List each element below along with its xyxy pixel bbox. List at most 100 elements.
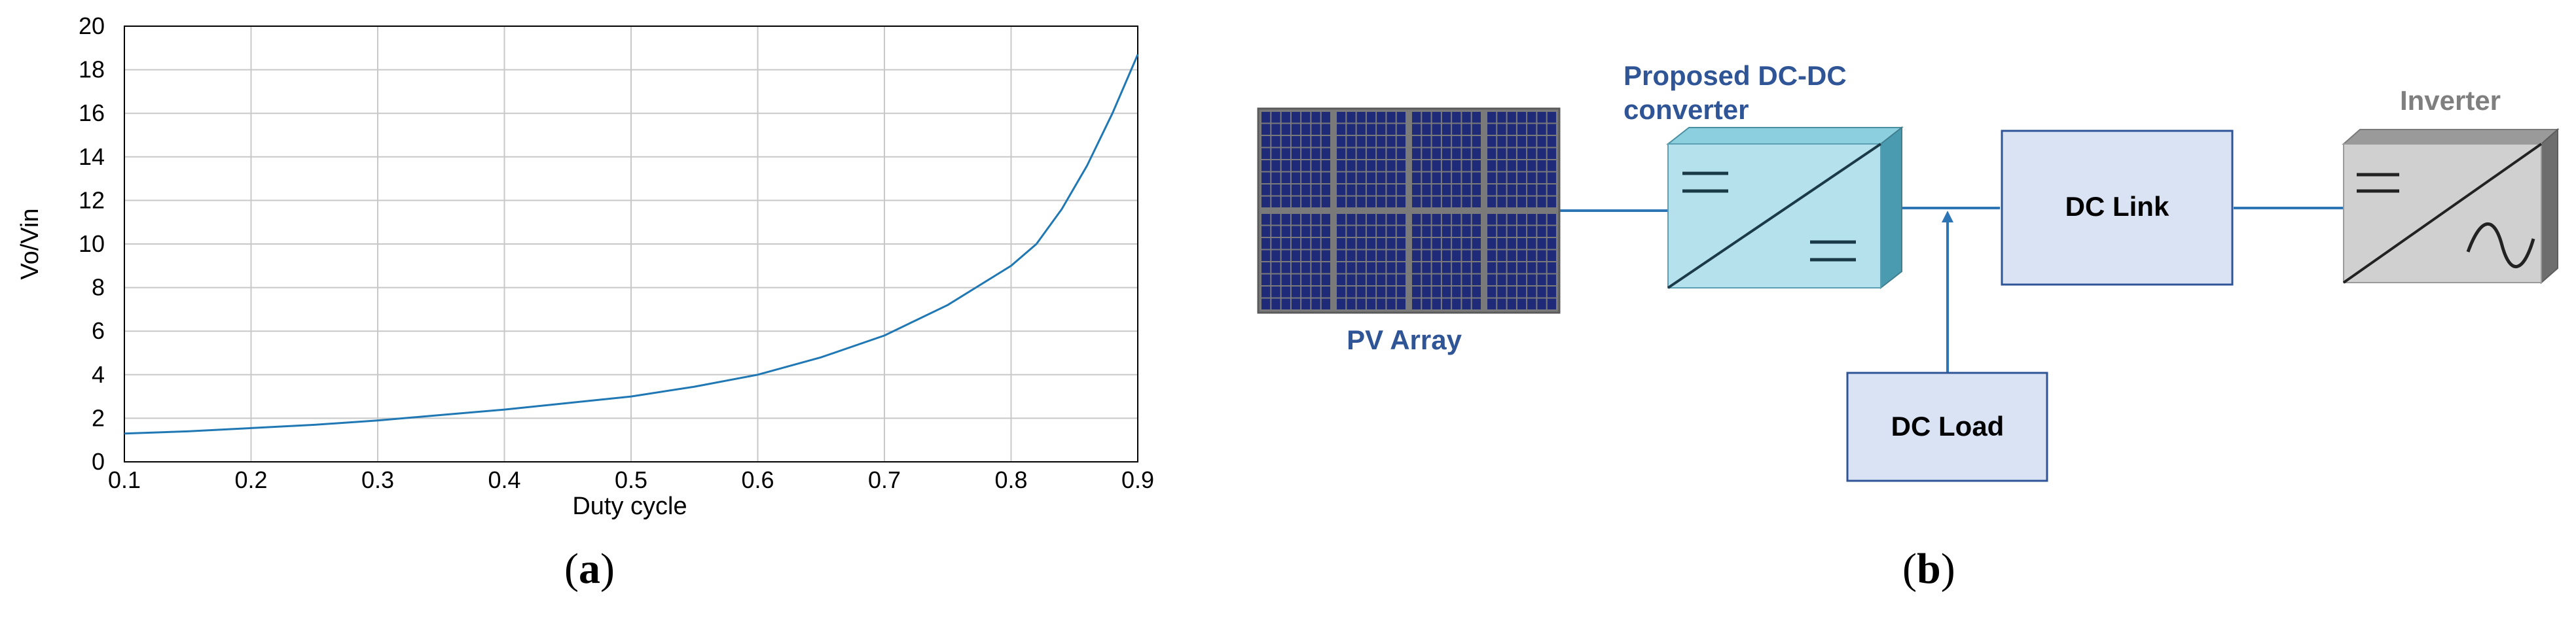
pv-cell — [1301, 274, 1311, 285]
pv-cell — [1281, 196, 1290, 207]
pv-cell — [1487, 238, 1497, 249]
pv-cell — [1366, 112, 1376, 123]
y-tick-label: 10 — [79, 230, 105, 257]
pv-cell — [1271, 112, 1280, 123]
pv-cell — [1507, 274, 1516, 285]
pv-cell — [1432, 196, 1441, 207]
pv-cell — [1387, 274, 1396, 285]
pv-cell — [1422, 124, 1431, 135]
pv-cell — [1527, 112, 1536, 123]
pv-cell — [1377, 196, 1386, 207]
pv-cell — [1281, 298, 1290, 309]
pv-cell — [1452, 298, 1461, 309]
pv-cell — [1337, 196, 1346, 207]
pv-cell — [1412, 226, 1421, 237]
inverter-label: Inverter — [2400, 85, 2501, 116]
y-tick-label: 18 — [79, 56, 105, 83]
pv-cell — [1347, 124, 1356, 135]
pv-cell — [1472, 238, 1481, 249]
pv-cell — [1452, 112, 1461, 123]
pv-cell — [1301, 112, 1311, 123]
pv-cell — [1356, 214, 1366, 225]
pv-cell — [1432, 287, 1441, 298]
pv-cell — [1261, 136, 1271, 147]
pv-cell — [1507, 148, 1516, 159]
pv-cell — [1442, 136, 1451, 147]
pv-cell — [1311, 262, 1320, 273]
pv-cell — [1387, 287, 1396, 298]
pv-cell — [1387, 238, 1396, 249]
pv-cell — [1321, 262, 1330, 273]
pv-cell — [1311, 136, 1320, 147]
pv-cell — [1321, 112, 1330, 123]
pv-cell — [1377, 172, 1386, 183]
pv-cell — [1432, 250, 1441, 261]
pv-cell — [1347, 226, 1356, 237]
pv-cell — [1377, 274, 1386, 285]
pv-cell — [1412, 274, 1421, 285]
y-tick-label: 14 — [79, 143, 105, 170]
pv-cell — [1311, 226, 1320, 237]
pv-cell — [1291, 226, 1301, 237]
pv-cell — [1517, 112, 1527, 123]
pv-cell — [1507, 226, 1516, 237]
pv-cell — [1366, 148, 1376, 159]
pv-cell — [1387, 226, 1396, 237]
pv-cell — [1422, 112, 1431, 123]
pv-cell — [1527, 196, 1536, 207]
pv-cell — [1422, 196, 1431, 207]
pv-cell — [1472, 124, 1481, 135]
pv-cell — [1472, 160, 1481, 171]
pv-cell — [1377, 124, 1386, 135]
pv-cell — [1432, 238, 1441, 249]
pv-cell — [1517, 226, 1527, 237]
pv-cell — [1366, 196, 1376, 207]
pv-cell — [1337, 262, 1346, 273]
pv-cell — [1271, 238, 1280, 249]
pv-cell — [1337, 298, 1346, 309]
pv-cell — [1432, 148, 1441, 159]
pv-cell — [1527, 287, 1536, 298]
pv-cell — [1487, 226, 1497, 237]
pv-cell — [1261, 226, 1271, 237]
pv-cell — [1537, 298, 1546, 309]
inverter-block — [2342, 128, 2560, 285]
pv-cell — [1497, 250, 1506, 261]
panel-label-a: (a) — [564, 544, 615, 594]
pv-cell — [1487, 124, 1497, 135]
pv-cell — [1311, 214, 1320, 225]
pv-cell — [1261, 112, 1271, 123]
pv-cell — [1537, 274, 1546, 285]
pv-cell — [1497, 214, 1506, 225]
pv-cell — [1291, 274, 1301, 285]
pv-cell — [1387, 262, 1396, 273]
pv-cell — [1547, 226, 1556, 237]
pv-cell — [1412, 238, 1421, 249]
pv-cell — [1396, 287, 1406, 298]
pv-cell — [1527, 274, 1536, 285]
pv-cell — [1271, 262, 1280, 273]
pv-cell — [1377, 160, 1386, 171]
pv-cell — [1347, 184, 1356, 196]
pv-cell — [1432, 172, 1441, 183]
pv-cell — [1442, 214, 1451, 225]
pv-cell — [1261, 148, 1271, 159]
pv-cell — [1452, 196, 1461, 207]
pv-cell — [1452, 160, 1461, 171]
chart-grid — [124, 26, 1138, 462]
pv-cell — [1517, 196, 1527, 207]
pv-cell — [1281, 184, 1290, 196]
pv-cell — [1537, 112, 1546, 123]
y-tick-label: 0 — [92, 448, 105, 475]
pv-cell — [1396, 274, 1406, 285]
pv-cell — [1462, 250, 1471, 261]
pv-cell — [1396, 124, 1406, 135]
pv-cell — [1452, 148, 1461, 159]
pv-cell — [1337, 172, 1346, 183]
pv-cell — [1377, 214, 1386, 225]
pv-cell — [1422, 214, 1431, 225]
pv-cell — [1497, 148, 1506, 159]
pv-cell — [1396, 136, 1406, 147]
pv-cell — [1377, 250, 1386, 261]
pv-cell — [1487, 184, 1497, 196]
